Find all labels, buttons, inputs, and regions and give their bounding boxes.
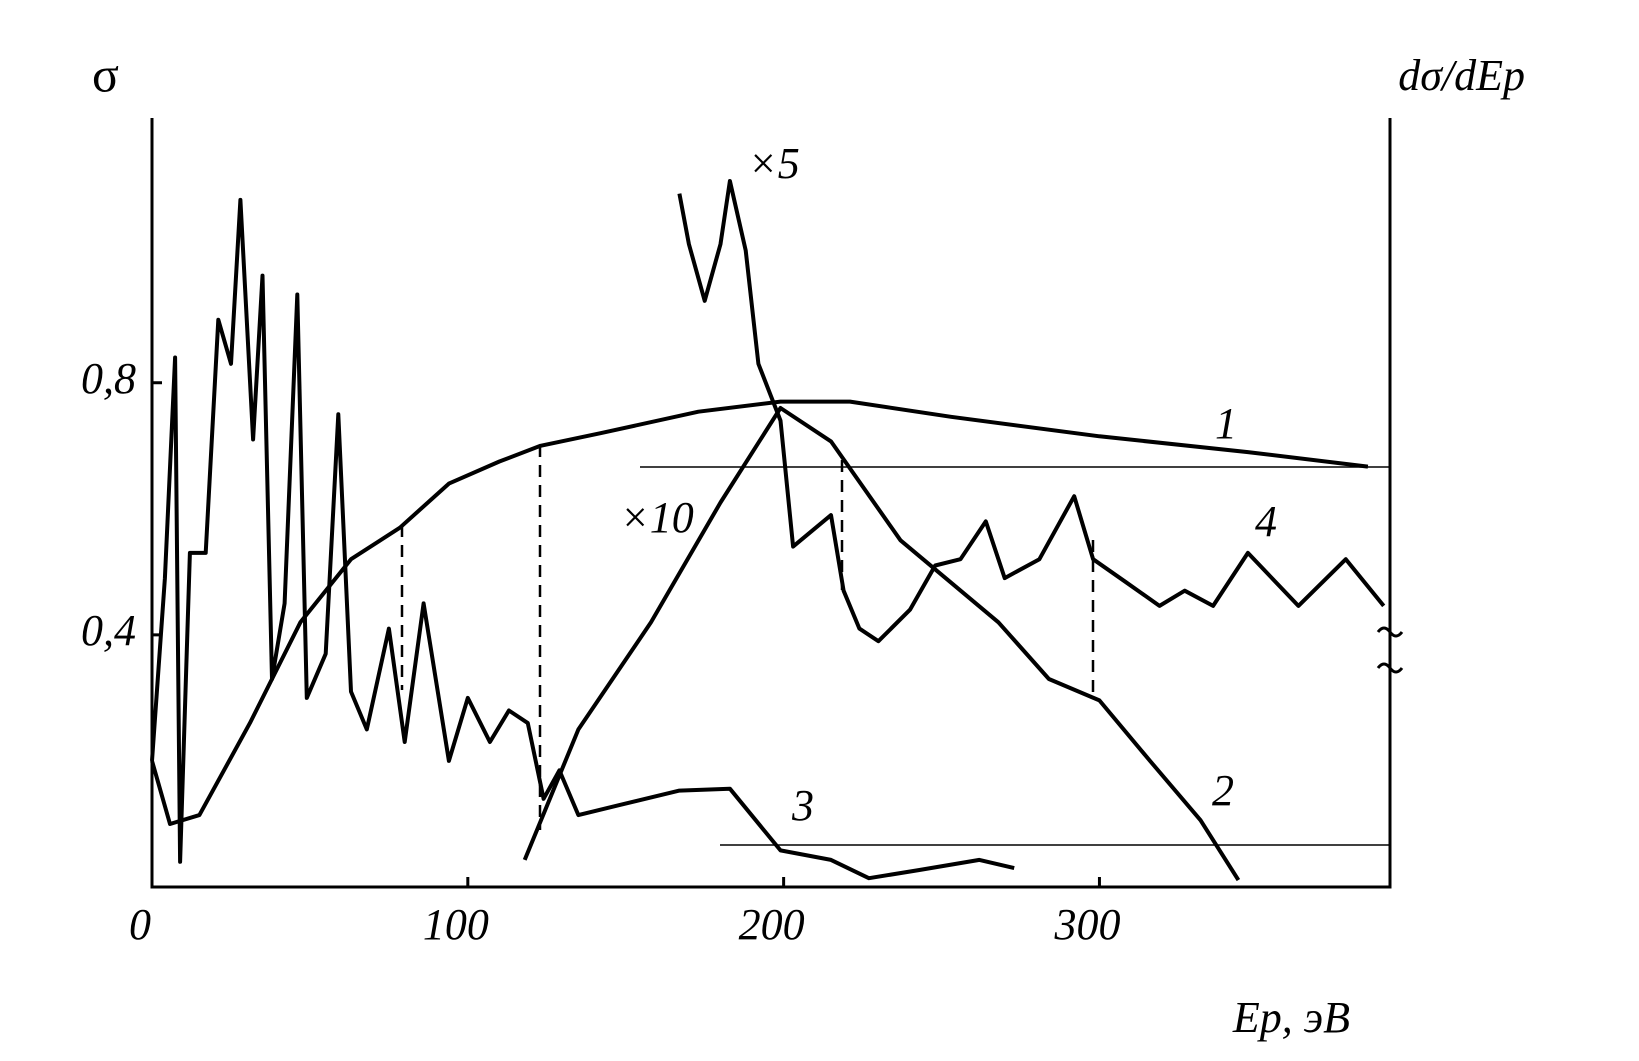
curve-label: 2 (1212, 766, 1234, 815)
annotation: ×10 (620, 493, 694, 542)
annotation: ×5 (748, 139, 800, 188)
x-tick-label: 300 (1053, 900, 1120, 949)
x-tick-label: 0 (129, 900, 151, 949)
curve (150, 399, 1369, 826)
axes (150, 118, 1392, 889)
curve-label: 3 (791, 781, 814, 830)
y-axis-label: σ (92, 46, 119, 102)
x-axis-label: Ep, эВ (1232, 993, 1350, 1042)
y2-axis-label: dσ/dEp (1398, 51, 1525, 100)
curve-label: 1 (1215, 399, 1237, 448)
x-tick-label: 100 (423, 900, 489, 949)
curve (150, 197, 1015, 881)
curve (522, 406, 1241, 882)
y-tick-label: 0,8 (81, 354, 136, 403)
x-tick-label: 200 (739, 900, 805, 949)
curve-label: 4 (1255, 497, 1277, 546)
curve (677, 179, 1386, 644)
y-tick-label: 0,4 (81, 606, 136, 655)
